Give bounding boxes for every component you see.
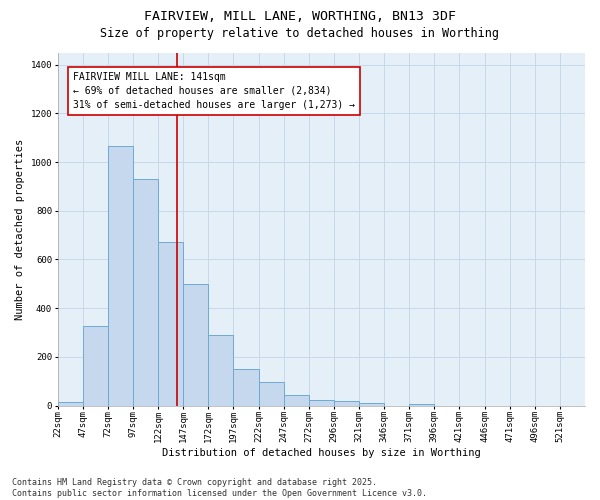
Bar [334,401,359,406]
Text: FAIRVIEW, MILL LANE, WORTHING, BN13 3DF: FAIRVIEW, MILL LANE, WORTHING, BN13 3DF [144,10,456,23]
Bar [233,369,259,406]
Bar [359,402,384,406]
Bar [133,179,158,406]
Bar [183,284,208,406]
Text: FAIRVIEW MILL LANE: 141sqm
← 69% of detached houses are smaller (2,834)
31% of s: FAIRVIEW MILL LANE: 141sqm ← 69% of deta… [73,72,355,110]
Text: Size of property relative to detached houses in Worthing: Size of property relative to detached ho… [101,28,499,40]
Y-axis label: Number of detached properties: Number of detached properties [15,138,25,320]
Bar [284,394,309,406]
Bar [309,400,334,406]
Text: Contains HM Land Registry data © Crown copyright and database right 2025.
Contai: Contains HM Land Registry data © Crown c… [12,478,427,498]
X-axis label: Distribution of detached houses by size in Worthing: Distribution of detached houses by size … [162,448,481,458]
Bar [409,404,434,406]
Bar [58,402,83,406]
Bar [158,242,183,406]
Bar [83,326,108,406]
Bar [108,146,133,406]
Bar [259,382,284,406]
Bar [208,335,233,406]
